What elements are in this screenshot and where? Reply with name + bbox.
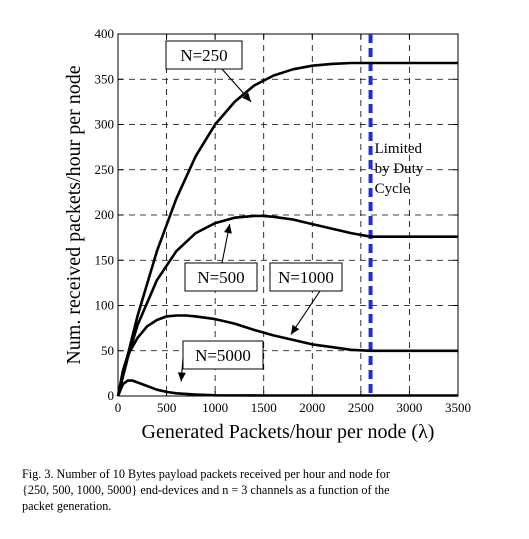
x-tick-label: 500 [157, 400, 177, 415]
annotation-box [182, 340, 264, 370]
chart-figure: 0 500 1000 1500 2000 2500 3000 3500 0 50 100 150 200… [63, 26, 471, 443]
y-tick-label: 350 [95, 71, 115, 86]
series-line-n-5000 [116, 379, 458, 397]
x-tick-label: 3500 [445, 400, 471, 415]
y-tick-label: 150 [95, 252, 115, 267]
annotation-box [269, 262, 343, 292]
caption-line-1: Fig. 3. Number of 10 Bytes payload packe… [22, 467, 390, 481]
annotation-arrowhead [242, 92, 252, 102]
duty-cycle-label-line: by Duty [375, 161, 424, 177]
y-axis-label: Num. received packets/hour per node [63, 65, 85, 364]
y-tick-label: 300 [95, 117, 115, 132]
annotation-arrowhead [224, 224, 232, 234]
x-tick-label: 2500 [348, 400, 374, 415]
chart-svg: 0 500 1000 1500 2000 2500 3000 3500 0 50 100 150 200… [63, 26, 471, 443]
y-tick-label: 0 [108, 388, 115, 403]
x-tick-label: 2000 [299, 400, 325, 415]
annotation-label: N=5000 [195, 346, 251, 365]
annotation-box [184, 262, 258, 292]
x-tick-label: 1500 [251, 400, 277, 415]
annotation-label: N=500 [197, 268, 244, 287]
annotation-label: N=1000 [278, 268, 334, 287]
annotation-arrowhead [177, 372, 186, 382]
x-tick-label: 1000 [202, 400, 228, 415]
y-tick-label: 100 [95, 298, 115, 313]
duty-cycle-label-line: Cycle [375, 181, 410, 197]
caption-line-2: {250, 500, 1000, 5000} end-devices and n… [22, 483, 390, 497]
series-line-n-500 [116, 214, 458, 397]
series-line-n-250 [116, 61, 458, 397]
x-axis-label: Generated Packets/hour per node (λ) [142, 421, 435, 443]
figure-caption: Fig. 3. Number of 10 Bytes payload packe… [22, 466, 512, 514]
duty-cycle-label-line: Limited [375, 141, 423, 157]
x-tick-label: 3000 [396, 400, 422, 415]
caption-line-3: packet generation. [22, 499, 112, 513]
y-tick-label: 250 [95, 162, 115, 177]
y-tick-label: 200 [95, 207, 115, 222]
annotation-box [165, 40, 243, 70]
annotation-label: N=250 [180, 46, 227, 65]
annotation-arrowhead [290, 324, 300, 335]
y-tick-label: 400 [95, 26, 115, 41]
x-tick-label: 0 [115, 400, 122, 415]
series-line-n-1000 [116, 314, 458, 397]
y-tick-label: 50 [101, 343, 114, 358]
